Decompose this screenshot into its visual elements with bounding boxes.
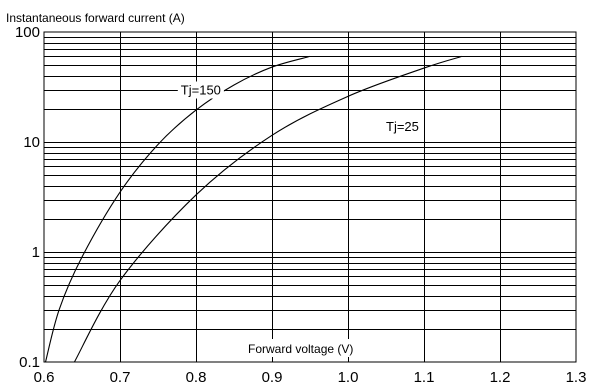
series-line-tj150 — [44, 55, 311, 363]
x-tick-label: 0.8 — [186, 369, 207, 386]
grid — [44, 32, 576, 362]
x-tick-label: 1.3 — [566, 369, 587, 386]
x-tick-label: 0.7 — [110, 369, 131, 386]
annotations: Tj=150 Tj=25 — [177, 81, 422, 135]
curve-label: Tj=150 — [181, 83, 221, 98]
curve-label-group: Tj=150 — [177, 81, 224, 99]
curve-label-background — [177, 81, 224, 99]
x-tick-label: 0.6 — [34, 369, 55, 386]
y-tick-label: 1 — [32, 244, 40, 261]
curves — [44, 55, 463, 363]
x-tick-label: 1.0 — [338, 369, 359, 386]
x-tick-label: 0.9 — [262, 369, 283, 386]
x-axis-title-background — [244, 339, 392, 357]
y-tick-label: 10 — [23, 134, 40, 151]
plot-frame — [43, 31, 577, 363]
x-axis-title-group: Forward voltage (V) — [244, 339, 392, 357]
curve-label: Tj=25 — [386, 119, 419, 134]
curve-label-background — [383, 117, 422, 135]
x-tick-label: 1.1 — [414, 369, 435, 386]
curve-label-group: Tj=25 — [383, 117, 422, 135]
y-axis-title: Instantaneous forward current (A) — [6, 11, 185, 25]
y-tick-labels: 0.1 1 10 100 — [15, 24, 40, 371]
x-tick-label: 1.2 — [490, 369, 511, 386]
series-line-tj25 — [73, 55, 463, 363]
x-tick-labels: 0.6 0.7 0.8 0.9 1.0 1.1 1.2 1.3 — [34, 369, 587, 386]
y-tick-label: 0.1 — [19, 354, 40, 371]
y-tick-label: 100 — [15, 24, 40, 41]
x-axis-title: Forward voltage (V) — [248, 342, 353, 356]
